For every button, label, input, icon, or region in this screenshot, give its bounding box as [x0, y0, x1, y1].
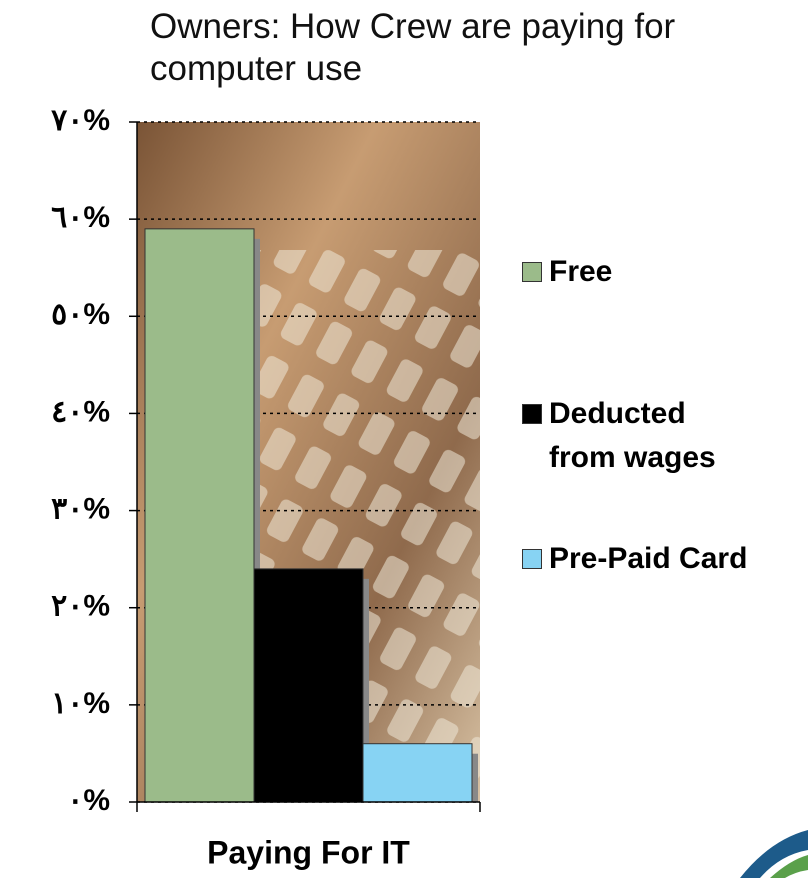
legend-item: Pre-Paid Card — [522, 537, 782, 581]
logo — [740, 830, 808, 878]
y-tick-label: ٧٠% — [51, 104, 110, 137]
y-tick-label: ١٠% — [51, 687, 110, 720]
bar — [253, 568, 364, 803]
y-tick-label: ٣٠% — [51, 492, 110, 525]
y-tick-label: ٦٠% — [51, 201, 110, 234]
chart-title: Owners: How Crew are paying for computer… — [150, 7, 676, 88]
bar — [144, 228, 255, 803]
y-tick-label: ٢٠% — [51, 590, 110, 623]
y-tick-label: ٤٠% — [51, 395, 110, 428]
bar — [362, 743, 473, 803]
legend-label: Deducted from wages — [549, 397, 716, 474]
legend-label: Free — [549, 255, 613, 288]
legend-item: Deducted from wages — [522, 392, 782, 480]
legend-item: Free — [522, 250, 782, 294]
bar-shadow — [363, 578, 369, 802]
y-tick-label: ٠% — [67, 784, 110, 817]
y-tick-label: ٥٠% — [51, 298, 110, 331]
x-tick-label: Paying For IT — [207, 834, 410, 870]
legend-label: Pre-Paid Card — [549, 542, 748, 575]
legend-swatch — [522, 404, 542, 424]
bar-shadow — [254, 238, 260, 802]
legend-swatch — [522, 262, 542, 282]
legend-swatch — [522, 549, 542, 569]
bar-shadow — [472, 753, 478, 802]
logo — [770, 855, 808, 878]
